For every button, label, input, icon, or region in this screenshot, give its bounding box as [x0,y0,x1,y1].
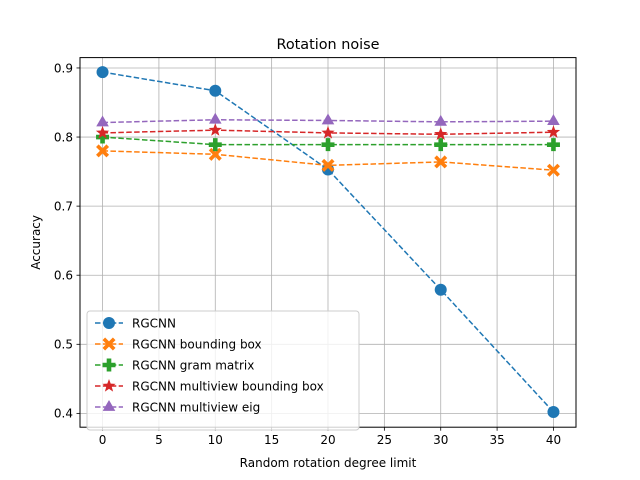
legend-entry: RGCNN multiview eig [95,400,260,414]
data-point [546,138,560,152]
y-axis-label: Accuracy [29,215,43,270]
x-tick-label: 25 [377,433,392,447]
x-tick-label: 20 [320,433,335,447]
x-axis-label: Random rotation degree limit [240,456,417,470]
legend-marker [103,317,115,329]
legend-entry: RGCNN [95,316,176,330]
data-point [434,114,448,126]
series-3 [95,123,561,140]
data-point [95,125,110,139]
data-point [96,66,109,79]
data-point [96,130,110,144]
data-point [546,125,561,138]
series-line [102,71,555,413]
legend-label: RGCNN gram matrix [132,358,254,372]
series-1 [96,144,560,177]
data-point [321,125,335,139]
series-layer [95,66,561,419]
data-point [208,138,222,152]
data-point [321,113,335,125]
x-tick-label: 35 [489,433,504,447]
data-point [208,112,222,124]
x-axis: 0 5 10 15 20 25 30 35 40 [99,427,561,447]
legend-marker [102,400,116,411]
data-point [547,114,560,126]
legend-label: RGCNN bounding box [132,337,262,351]
y-tick-label: 0.7 [54,199,73,213]
data-point [434,138,448,152]
legend-marker [102,379,116,392]
x-tick-label: 15 [264,433,279,447]
y-tick-label: 0.8 [54,130,73,144]
legend-entry: RGCNN multiview bounding box [95,379,324,393]
data-point [546,163,560,177]
y-tick-label: 0.5 [54,338,73,352]
legend-label: RGCNN multiview bounding box [132,379,324,393]
data-point [208,123,222,136]
y-tick-label: 0.9 [54,61,73,75]
data-point [434,155,448,169]
legend-label: RGCNN multiview eig [132,400,260,414]
y-axis: 0.4 0.5 0.6 0.7 0.8 0.9 [54,61,80,421]
legend-marker [102,337,116,351]
series-0 [96,66,560,419]
data-point [434,283,447,296]
legend-marker [102,358,116,372]
legend-box [86,310,360,431]
data-point [434,127,448,140]
legend: RGCNN RGCNN bounding box RGCNN gram matrix… [86,310,360,431]
data-point [96,115,109,127]
series-4 [96,112,560,127]
series-2 [96,130,560,152]
y-tick-label: 0.4 [54,407,73,421]
x-tick-label: 10 [208,433,223,447]
data-point [209,84,222,97]
data-point [321,138,335,152]
legend-label: RGCNN [132,316,176,330]
x-tick-label: 0 [99,433,107,447]
chart-title: Rotation noise [276,37,379,53]
x-tick-label: 5 [155,433,163,447]
x-tick-label: 40 [546,433,561,447]
legend-entry: RGCNN gram matrix [95,358,254,372]
data-point [547,406,560,419]
y-tick-label: 0.6 [54,269,73,283]
legend-entry: RGCNN bounding box [95,337,262,351]
data-point [96,144,110,158]
data-point [321,158,335,172]
x-tick-label: 30 [433,433,448,447]
data-point [208,147,222,161]
